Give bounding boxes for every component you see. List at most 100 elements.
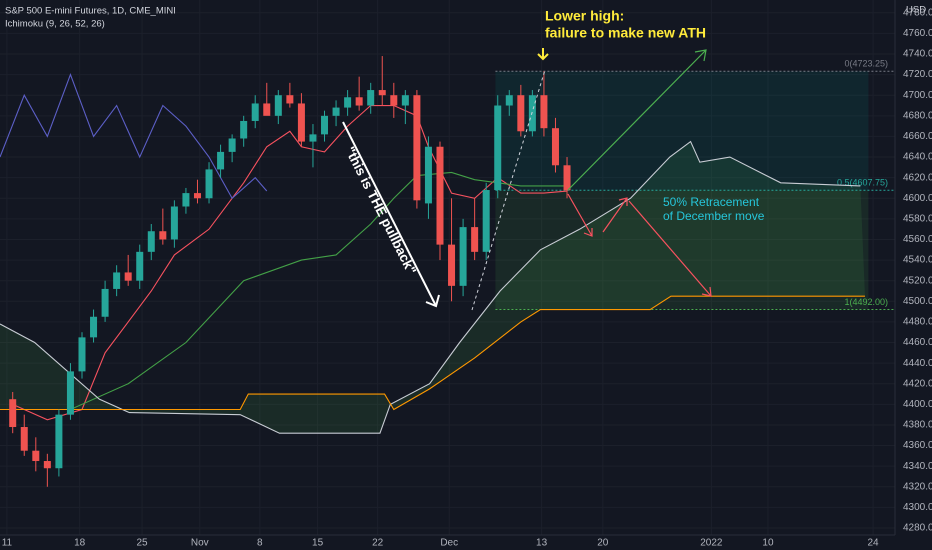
arrow [342,121,437,307]
x-tick-label: 24 [867,538,879,549]
axes: 4280.00 4300.00 4320.00 4340.00 4360.00 4380.… [2,7,932,548]
y-tick-label: 4660.00 [903,131,932,142]
x-tick-label: 15 [312,538,324,549]
y-tick-label: 4360.00 [903,440,932,451]
arrow-head [425,294,440,308]
y-tick-label: 4280.00 [903,523,932,534]
x-tick-label: 20 [597,538,609,549]
candle-body [494,105,502,191]
x-tick-label: 2022 [700,538,723,549]
y-tick-label: 4680.00 [903,110,932,121]
candle-body [286,95,294,104]
candle-body [540,95,548,129]
y-tick-label: 4300.00 [903,502,932,513]
candle-body [147,231,155,252]
x-tick-label: Dec [440,538,458,549]
annotation: of December move [663,209,765,223]
candle-body [90,316,98,338]
candle-body [482,190,490,252]
candle-body [228,138,236,152]
candle-body [240,120,248,139]
candle-body [193,193,201,199]
y-tick-label: 4480.00 [903,317,932,328]
x-tick-label: 10 [762,538,774,549]
y-tick-label: 4640.00 [903,152,932,163]
candle-body [551,128,559,166]
candle-body [251,103,259,121]
currency: USD [906,5,926,16]
y-tick-label: 4340.00 [903,461,932,472]
cloud-fill [0,141,865,434]
candle-body [367,90,375,106]
x-tick-label: 8 [257,538,263,549]
candle-body [390,95,398,106]
candle-body [43,461,51,469]
y-tick-label: 4420.00 [903,378,932,389]
x-tick-label: 25 [136,538,148,549]
indicator-line [0,295,865,411]
arrow-head [701,286,712,297]
candle-body [309,134,317,142]
annotation: failure to make new ATH [545,25,706,41]
candle-body [205,169,213,199]
candle-body [32,450,40,462]
candle-body [274,95,282,116]
y-tick-label: 4440.00 [903,358,932,369]
y-tick-label: 4760.00 [903,28,932,39]
arrow-head [694,49,707,62]
arrow [537,48,549,61]
y-tick-label: 4780.00 [903,7,932,18]
candle-body [136,251,144,281]
x-tick-label: 11 [2,538,13,549]
candle-body [355,97,363,106]
annotation: 50% Retracement [663,195,760,209]
candle-body [297,103,305,142]
y-tick-label: 4460.00 [903,337,932,348]
arrow-head [618,197,628,206]
indicator-label: Ichimoku (9, 26, 52, 26) [5,19,105,30]
candle-body [517,95,525,132]
candle-body [101,288,109,317]
indicator-line [12,171,568,411]
y-tick-label: 4400.00 [903,399,932,410]
arrow [602,197,628,233]
fib-label: 0.5(4607.75) [837,178,888,188]
cloud [0,141,865,434]
y-tick-label: 4500.00 [903,296,932,307]
fib-zone [495,71,869,191]
candle-body [113,272,121,289]
candle-body [263,103,271,116]
candle-body [448,244,456,286]
y-tick-label: 4700.00 [903,90,932,101]
y-tick-label: 4620.00 [903,172,932,183]
candle-body [9,399,17,428]
candle-body [55,414,63,469]
x-tick-label: Nov [191,538,209,549]
candle-body [459,227,467,286]
candle-body [378,90,386,96]
arrow [567,193,593,237]
indicator-line [0,73,268,200]
y-tick-label: 4320.00 [903,481,932,492]
candle-body [413,95,421,201]
candle-body [344,97,352,108]
candle-body [66,371,74,415]
y-tick-label: 4520.00 [903,275,932,286]
candle-body [78,337,86,372]
arrow [628,200,712,297]
candle-body [321,115,329,135]
candle-body [505,95,513,106]
annotation: Lower high: [545,8,624,24]
candle-body [401,95,409,106]
candles [9,56,571,487]
fib-retracement: 0(4723.25) 0.5(4607.75) 1(4492.00) [495,59,895,311]
candle-body [471,227,479,252]
x-tick-label: 18 [74,538,86,549]
candle-body [332,107,340,116]
candle-body [159,231,167,240]
y-tick-label: 4580.00 [903,214,932,225]
candle-body [124,272,132,281]
candle-body [217,151,225,170]
